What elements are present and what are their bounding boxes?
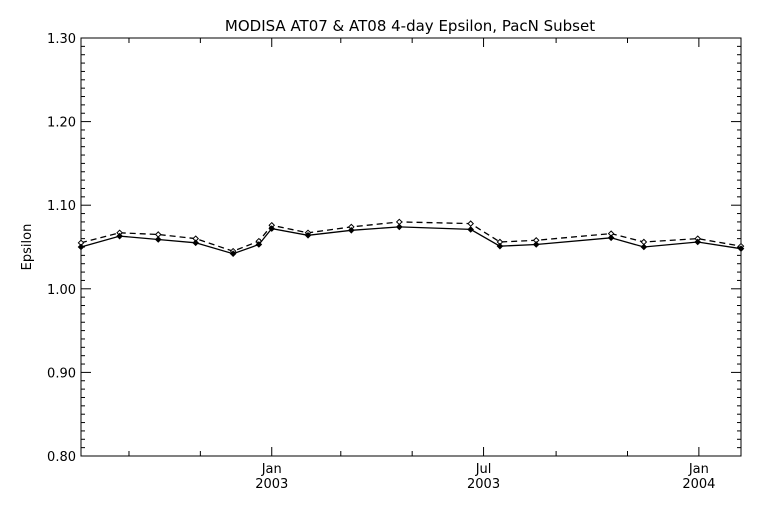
x-tick-label-month: Jul bbox=[475, 462, 492, 477]
data-point bbox=[467, 226, 474, 233]
y-tick-label: 1.30 bbox=[47, 32, 76, 47]
data-point bbox=[229, 250, 237, 257]
data-point bbox=[694, 238, 702, 246]
data-point bbox=[395, 223, 403, 231]
y-ticks-layer: 0.80 0.90 1.00 1.10 1.20 1.30 bbox=[47, 32, 741, 465]
y-tick-label: 1.20 bbox=[47, 116, 76, 131]
y-tick-label: 1.10 bbox=[47, 199, 76, 214]
data-point bbox=[607, 234, 615, 242]
data-point bbox=[532, 241, 540, 248]
y-tick-label: 1.00 bbox=[47, 283, 76, 298]
data-point bbox=[268, 225, 276, 232]
data-point bbox=[348, 226, 355, 234]
y-tick-label: 0.80 bbox=[47, 450, 76, 465]
data-point bbox=[496, 242, 504, 250]
y-tick-label: 0.90 bbox=[47, 366, 76, 381]
data-point bbox=[737, 245, 745, 252]
x-tick-label-year: 2003 bbox=[467, 477, 500, 492]
x-tick-label-month: Jan bbox=[688, 462, 709, 477]
data-point bbox=[467, 220, 474, 227]
data-point bbox=[304, 231, 312, 239]
data-point bbox=[77, 243, 85, 251]
data-point bbox=[116, 232, 123, 240]
series-layer bbox=[77, 218, 745, 257]
data-point bbox=[640, 243, 648, 251]
chart-title: MODISA AT07 & AT08 4-day Epsilon, PacN S… bbox=[225, 17, 595, 35]
x-tick-label-year: 2003 bbox=[255, 477, 288, 492]
data-point bbox=[154, 236, 162, 243]
series-line-2 bbox=[80, 226, 742, 255]
y-axis-label: Epsilon bbox=[20, 224, 35, 271]
data-point bbox=[255, 241, 263, 248]
x-tick-label-year: 2004 bbox=[682, 477, 715, 492]
x-tick-label-month: Jan bbox=[261, 462, 282, 477]
data-point bbox=[192, 239, 199, 247]
